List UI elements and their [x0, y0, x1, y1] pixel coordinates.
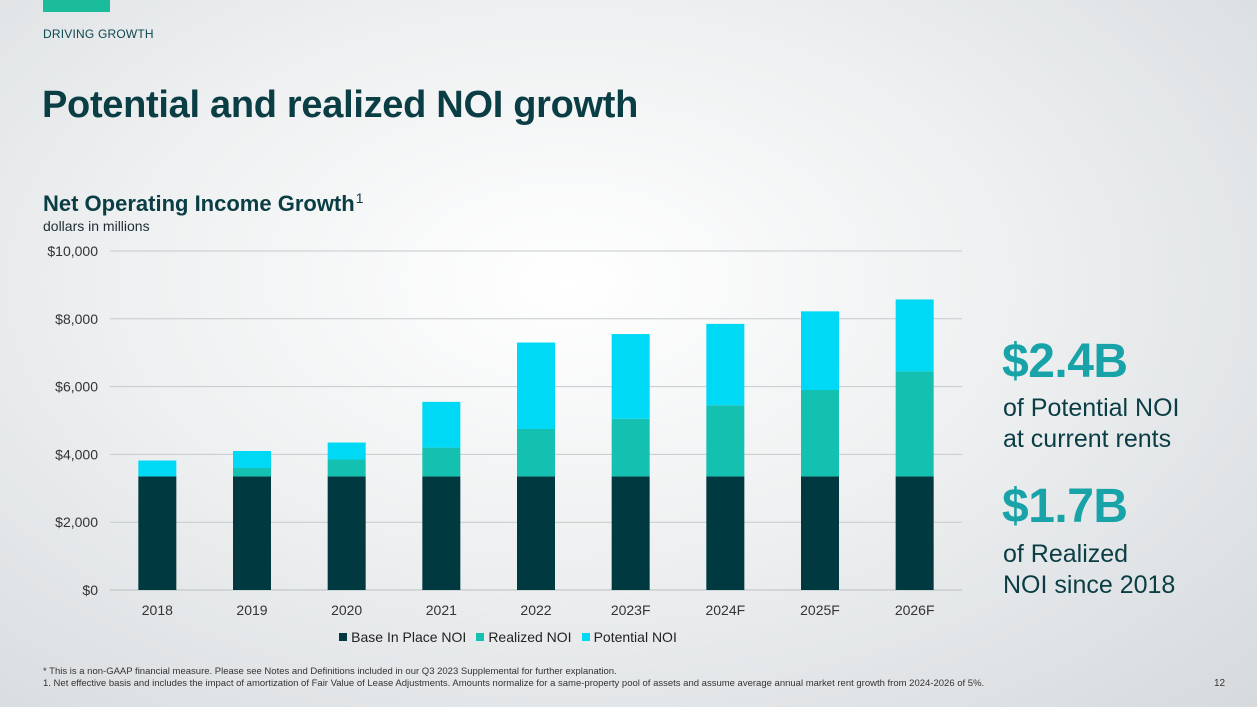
x-tick-label: 2018: [142, 602, 173, 618]
x-tick-label: 2025F: [800, 602, 840, 618]
noi-growth-chart: $0 $2,000 $4,000 $6,000 $8,000 $10,000 2018 201…: [47, 243, 962, 618]
x-tick-label: 2022: [520, 602, 551, 618]
bar-segment-base: [611, 476, 650, 590]
bar-segment-base: [801, 476, 839, 590]
chart-title-text: Net Operating Income Growth: [43, 191, 355, 216]
bar-segment-realized: [233, 467, 271, 477]
bar-segment-base: [895, 476, 934, 590]
bar-segment-base: [233, 476, 271, 590]
bar-segment-realized: [611, 418, 650, 477]
stat-potential-line2: at current rents: [1003, 425, 1172, 453]
legend-label-base: Base In Place NOI: [351, 629, 467, 645]
bar-segment-realized: [422, 447, 461, 477]
y-tick-label: $10,000: [47, 243, 98, 259]
stat-potential-line1: of Potential NOI: [1003, 394, 1180, 422]
legend-swatch-realized: [476, 633, 485, 641]
bar-segment-potential: [801, 311, 839, 390]
bar-segment-potential: [895, 299, 934, 372]
bar-segment-realized: [327, 459, 366, 477]
x-tick-label: 2020: [331, 602, 362, 618]
bar-segment-realized: [517, 428, 555, 477]
stat-realized-line1: of Realized: [1003, 540, 1129, 568]
bar-segment-base: [517, 476, 555, 590]
chart-title: Net Operating Income Growth1: [43, 190, 364, 217]
chart-subtitle: dollars in millions: [43, 218, 150, 234]
chart-title-footnote-marker: 1: [355, 190, 364, 206]
bar-segment-base: [327, 476, 366, 590]
legend-item-potential: Potential NOI: [581, 629, 677, 645]
legend-item-base: Base In Place NOI: [339, 629, 466, 645]
y-tick-label: $4,000: [55, 446, 98, 462]
bar-segment-potential: [706, 323, 745, 406]
y-tick-label: $6,000: [55, 379, 98, 395]
stat-potential-value: $2.4B: [1002, 335, 1128, 388]
bar-segment-realized: [801, 389, 839, 477]
bar-segment-potential: [517, 342, 555, 429]
accent-bar: [43, 0, 110, 12]
bar-segment-base: [138, 476, 177, 590]
legend-swatch-potential: [581, 633, 590, 641]
legend-swatch-base: [339, 633, 348, 641]
bar-segment-potential: [233, 451, 271, 468]
legend-item-realized: Realized NOI: [476, 629, 572, 645]
stat-realized-line2: NOI since 2018: [1003, 571, 1176, 599]
footnote-non-gaap: * This is a non-GAAP financial measure. …: [43, 666, 617, 677]
section-kicker: DRIVING GROWTH: [43, 27, 154, 41]
bar-segment-realized: [706, 405, 745, 477]
y-tick-label: $2,000: [55, 514, 98, 530]
x-tick-label: 2024F: [705, 602, 745, 618]
footnotes: * This is a non-GAAP financial measure. …: [43, 666, 984, 690]
x-tick-label: 2019: [236, 602, 267, 618]
bar-segment-realized: [895, 371, 934, 477]
y-tick-label: $0: [82, 582, 98, 598]
bar-segment-potential: [422, 401, 461, 448]
bar-segment-base: [422, 476, 461, 590]
legend-label-realized: Realized NOI: [488, 629, 572, 645]
page-number: 12: [1214, 678, 1226, 689]
legend-label-potential: Potential NOI: [593, 629, 677, 645]
y-tick-label: $8,000: [55, 311, 98, 327]
bar-segment-potential: [327, 442, 366, 460]
x-tick-label: 2021: [426, 602, 457, 618]
chart-legend: Base In Place NOI Realized NOI Potential…: [0, 629, 1016, 645]
bar-segment-potential: [138, 460, 177, 477]
x-tick-label: 2023F: [611, 602, 651, 618]
stat-realized-value: $1.7B: [1002, 480, 1128, 533]
footnote-1: 1. Net effective basis and includes the …: [43, 678, 985, 689]
bar-segment-potential: [611, 334, 650, 419]
page-title: Potential and realized NOI growth: [42, 84, 639, 126]
x-tick-label: 2026F: [895, 602, 935, 618]
bar-segment-base: [706, 476, 745, 590]
